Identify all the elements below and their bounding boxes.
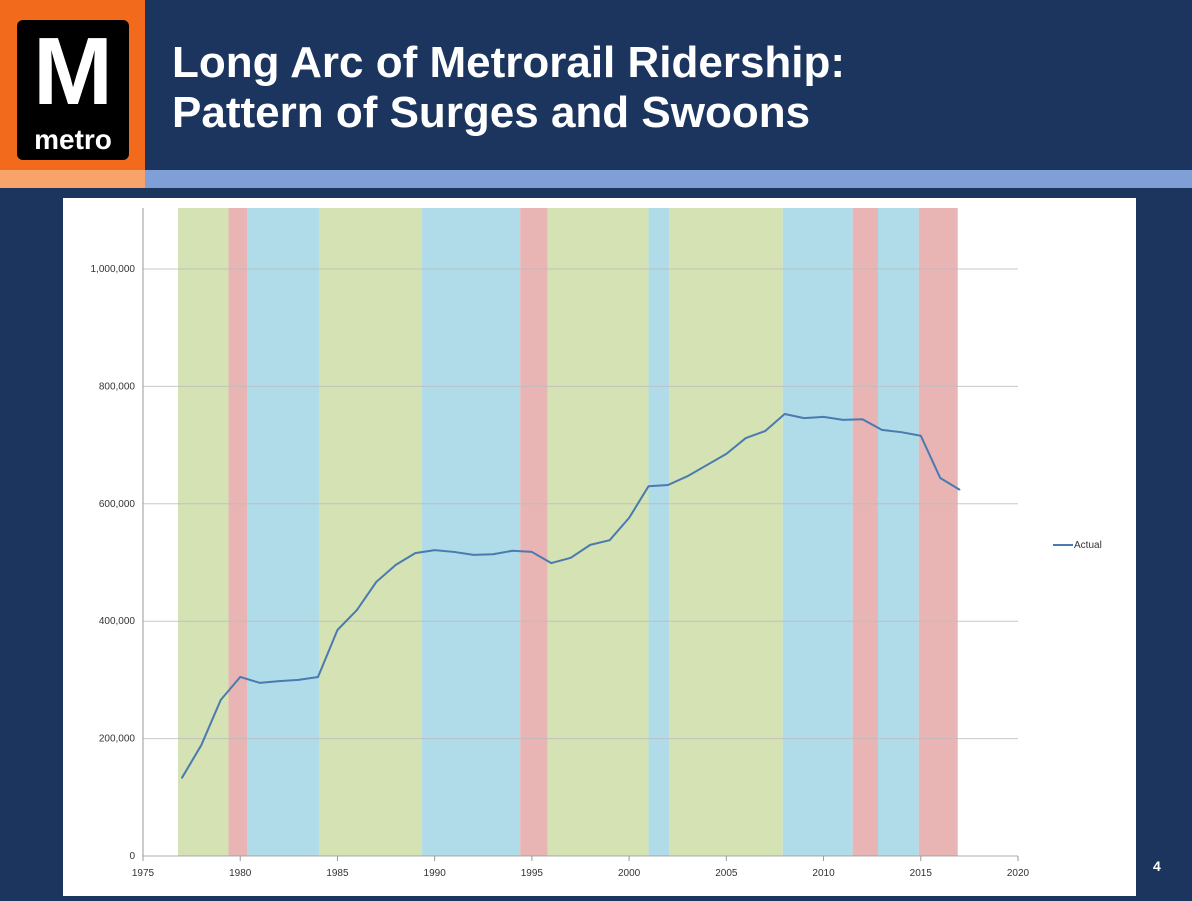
data-point [919, 434, 922, 437]
x-tick-label: 1980 [229, 868, 252, 879]
data-point [200, 744, 203, 746]
x-tick-label: 1990 [424, 868, 447, 879]
data-point [589, 544, 592, 546]
data-point [531, 551, 533, 553]
band-decline [228, 208, 248, 856]
data-point [433, 549, 436, 551]
title-line-1: Long Arc of Metrorail Ridership: [172, 38, 846, 87]
data-point [764, 430, 767, 432]
y-tick-label: 0 [129, 851, 135, 862]
data-point [686, 475, 689, 478]
data-point [881, 429, 883, 431]
band-plateau [247, 208, 319, 856]
chart-area: 0 200,000 400,000 600,000 800,000 1,000,000 19… [63, 198, 1136, 896]
data-point [725, 453, 728, 455]
header-stripe-blue [145, 170, 1192, 188]
metro-logo: M metro [17, 20, 129, 160]
data-point [569, 557, 572, 559]
band-decline [918, 208, 958, 856]
band-plateau [648, 208, 669, 856]
band-decline [852, 208, 878, 856]
band-decline [520, 208, 548, 856]
y-tick-label: 200,000 [99, 734, 136, 745]
data-point [317, 676, 319, 678]
y-tick-label: 400,000 [99, 616, 136, 627]
data-point [744, 437, 747, 439]
x-tick-label: 2020 [1007, 868, 1030, 879]
data-point [219, 699, 222, 701]
x-tick-label: 1975 [132, 868, 155, 879]
y-tick-label: 800,000 [99, 381, 136, 392]
data-point [453, 551, 455, 553]
band-surge [668, 208, 783, 856]
x-tick-label: 2015 [910, 868, 933, 879]
data-point [356, 609, 358, 611]
data-point [181, 777, 183, 779]
data-point [842, 419, 844, 421]
band-surge [318, 208, 423, 856]
data-point [472, 554, 475, 556]
logo-letter: M [33, 20, 113, 125]
data-point [667, 484, 669, 486]
data-point [822, 416, 825, 418]
data-point [258, 682, 261, 684]
data-point [239, 676, 242, 678]
data-point [278, 680, 280, 682]
band-surge [178, 208, 229, 856]
title-line-2: Pattern of Surges and Swoons [172, 88, 811, 137]
slide-title: Long Arc of Metrorail Ridership: Pattern… [172, 38, 845, 138]
ridership-chart: 0 200,000 400,000 600,000 800,000 1,000,000 19… [91, 208, 1102, 879]
x-tick-label: 1985 [326, 868, 349, 879]
band-plateau [422, 208, 521, 856]
data-point [375, 581, 378, 583]
data-point [511, 549, 514, 552]
data-point [608, 539, 611, 541]
x-tick-label: 2010 [812, 868, 835, 879]
band-surge [547, 208, 649, 856]
data-point [394, 564, 397, 566]
x-tick-label: 2000 [618, 868, 641, 879]
data-point [297, 679, 300, 681]
band-plateau [878, 208, 919, 856]
page-number: 4 [1153, 858, 1161, 874]
data-point [492, 553, 494, 556]
data-point [939, 477, 942, 479]
data-point [628, 517, 630, 519]
x-tick-label: 2005 [715, 868, 738, 879]
data-point [803, 417, 805, 419]
data-point [647, 485, 650, 487]
y-tick-label: 600,000 [99, 499, 136, 510]
data-point [414, 552, 417, 554]
data-point [706, 464, 708, 466]
data-point [861, 418, 864, 421]
header-stripe-orange [0, 170, 145, 188]
data-point [336, 629, 339, 631]
x-tick-label: 1995 [521, 868, 544, 879]
legend-label: Actual [1074, 540, 1102, 551]
y-tick-label: 1,000,000 [91, 264, 136, 275]
data-point [550, 562, 553, 564]
band-plateau [782, 208, 853, 856]
logo-word: metro [34, 124, 112, 155]
data-point [783, 413, 786, 415]
data-point [958, 488, 961, 491]
data-point [900, 431, 903, 433]
